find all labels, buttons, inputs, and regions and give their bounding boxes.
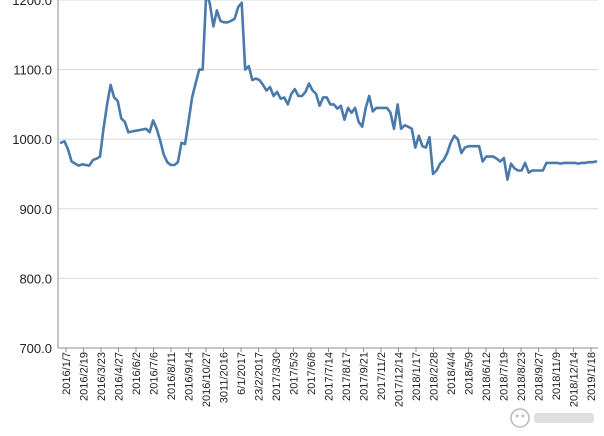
x-tick-label: 2017/11/2 xyxy=(376,352,388,400)
x-tick-label: 2018/1/17 xyxy=(411,352,423,401)
plot-area xyxy=(59,0,598,181)
x-tick-label: 2016/4/27 xyxy=(114,352,126,401)
x-tick-label: 2016/10/27 xyxy=(201,352,213,407)
x-tick-label: 2018/8/23 xyxy=(516,352,528,401)
x-tick-label: 2016/6/2 xyxy=(131,352,143,395)
x-tick-label: 2018/11/9 xyxy=(551,352,563,400)
x-tick-label: 2017/7/14 xyxy=(324,352,336,401)
x-tick-label: 2017/9/21 xyxy=(359,352,371,401)
x-tick-label: 3011/2016 xyxy=(219,352,231,403)
x-tick-label: 2017/8/17 xyxy=(341,352,353,401)
y-tick-label: 700.0 xyxy=(19,341,52,356)
x-tick-label: 2016/9/14 xyxy=(184,352,196,401)
x-tick-label: 23/2/2017 xyxy=(254,352,266,401)
y-tick-label: 1100.0 xyxy=(13,63,52,78)
gridlines xyxy=(58,0,598,279)
x-axis: 2016/1/7 2016/2/19 2016/3/23 2016/4/27 2016/… xyxy=(58,347,598,407)
x-tick-label: 2017/6/8 xyxy=(306,352,318,395)
x-tick-label: 2017/3/30 xyxy=(271,352,283,401)
x-tick-label: 2018/4/4 xyxy=(446,352,458,395)
y-tick-label: 800.0 xyxy=(19,271,52,286)
x-tick-label: 2016/8/11 xyxy=(166,352,178,400)
y-tick-label: 900.0 xyxy=(19,202,52,217)
x-tick-label: 2018/6/12 xyxy=(481,352,493,401)
x-tick-label: 2016/2/19 xyxy=(79,352,91,401)
series-line xyxy=(59,0,598,181)
x-tick-label: 2017/12/14 xyxy=(394,352,406,407)
x-tick-label: 2018/12/14 xyxy=(569,352,581,407)
y-axis: 700.0 800.0 900.0 1000.0 1100.0 1200.0 xyxy=(12,0,59,356)
y-tick-label: 1200.0 xyxy=(12,0,52,8)
x-tick-label: 2016/3/23 xyxy=(96,352,108,401)
x-tick-label: 2019/1/18 xyxy=(586,352,598,401)
x-tick-label: 6/1/2017 xyxy=(236,352,248,395)
x-tick-label: 2018/2/28 xyxy=(429,352,441,401)
watermark-logo-icon xyxy=(510,408,594,428)
y-tick-label: 1000.0 xyxy=(12,132,52,147)
x-tick-label: 2016/1/7 xyxy=(61,352,73,395)
x-tick-label: 2018/5/9 xyxy=(464,352,476,395)
x-tick-label: 2018/9/27 xyxy=(534,352,546,401)
x-tick-label: 2017/5/3 xyxy=(289,352,301,395)
x-tick-label: 2016/7/6 xyxy=(149,352,161,395)
x-tick-label: 2018/7/19 xyxy=(499,352,511,401)
